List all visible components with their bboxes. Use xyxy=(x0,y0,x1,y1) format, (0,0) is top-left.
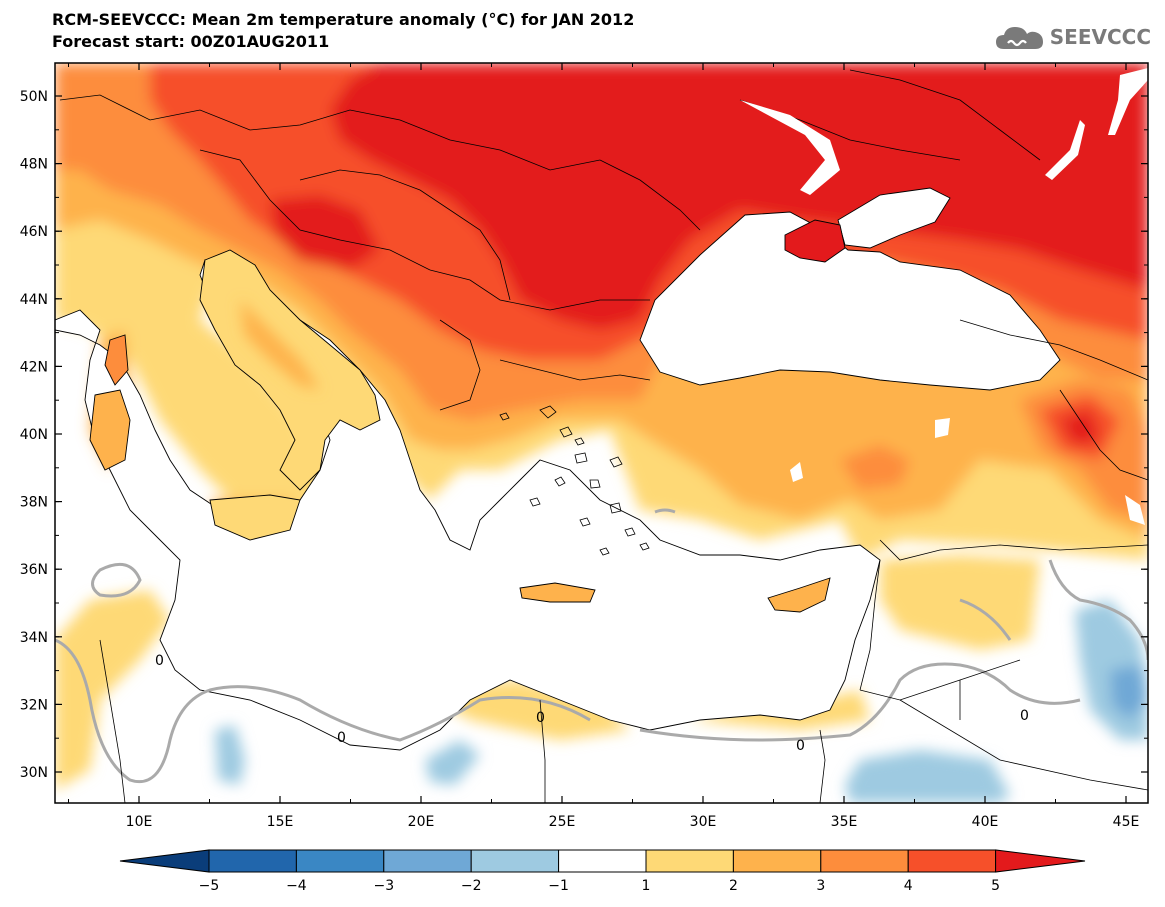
lon-label: 30E xyxy=(690,814,717,830)
lat-label: 36N xyxy=(20,562,48,578)
colorbar-label: −1 xyxy=(548,878,569,894)
lat-label: 32N xyxy=(20,697,48,713)
colorbar-segment xyxy=(383,849,472,873)
colorbar-segment xyxy=(295,849,385,873)
seevccc-logo: SEEVCCC xyxy=(994,22,1151,52)
lon-label: 35E xyxy=(831,814,858,830)
mediterranean-sea xyxy=(55,259,881,751)
colorbar-label: 5 xyxy=(991,878,1000,894)
lat-label: 42N xyxy=(20,359,48,375)
colorbar-label: 4 xyxy=(904,878,913,894)
lon-label: 15E xyxy=(267,814,294,830)
latitude-axis: 50N 48N 46N 44N 42N 40N 38N 36N 34N 32N 30N xyxy=(20,89,1148,781)
cyprus-island xyxy=(767,577,831,613)
lon-label: 40E xyxy=(972,814,999,830)
colorbar-segment xyxy=(995,849,1086,873)
lon-label: 10E xyxy=(126,814,153,830)
colorbar-segment xyxy=(732,849,822,873)
colorbar-label: 3 xyxy=(816,878,825,894)
logo-text: SEEVCCC xyxy=(1049,25,1151,49)
aegean-islands xyxy=(499,405,650,556)
lon-label: 45E xyxy=(1113,814,1140,830)
colorbar-label: 2 xyxy=(729,878,738,894)
contour-label: 0 xyxy=(536,710,545,726)
anomaly-fields xyxy=(55,63,1148,803)
map-title: RCM-SEEVCCC: Mean 2m temperature anomaly… xyxy=(52,10,635,29)
colorbar-label: −3 xyxy=(373,878,394,894)
lat-label: 40N xyxy=(20,427,48,443)
colorbar-segment xyxy=(907,849,997,873)
colorbar: −5 −4 −3 −2 −1 1 2 3 4 5 xyxy=(119,849,1086,894)
corsica-island xyxy=(104,334,129,386)
colorbar-label: −5 xyxy=(199,878,220,894)
country-borders xyxy=(59,69,1148,803)
forecast-start-label: Forecast start: 00Z01AUG2011 xyxy=(52,32,330,51)
contour-label: 0 xyxy=(796,738,805,754)
colorbar-segment xyxy=(470,849,560,873)
lat-label: 50N xyxy=(20,89,48,105)
colorbar-segment xyxy=(119,849,210,873)
lat-label: 48N xyxy=(20,157,48,173)
colorbar-label: −4 xyxy=(286,878,307,894)
cloud-logo-icon xyxy=(995,27,1043,49)
lon-label: 20E xyxy=(408,814,435,830)
crimea-peninsula xyxy=(784,219,846,263)
longitude-axis: 10E 15E 20E 25E 30E 35E 40E 45E xyxy=(68,63,1140,830)
contour-labels: 0 0 0 0 0 xyxy=(155,653,1029,754)
colorbar-segment xyxy=(820,849,909,873)
black-sea xyxy=(639,211,1061,391)
lon-label: 25E xyxy=(549,814,576,830)
lat-label: 38N xyxy=(20,495,48,511)
sea-of-azov xyxy=(837,187,951,249)
colorbar-label: 1 xyxy=(642,878,651,894)
sicily-island xyxy=(209,494,301,541)
map-plot-area: 0 0 0 0 0 xyxy=(55,63,1148,803)
sea-areas xyxy=(55,187,1061,751)
colorbar-segment xyxy=(558,849,647,873)
colorbar-label: −2 xyxy=(461,878,482,894)
colorbar-segment xyxy=(208,849,297,873)
crete-island xyxy=(519,582,596,603)
lat-label: 30N xyxy=(20,765,48,781)
lat-label: 46N xyxy=(20,224,48,240)
map-frame xyxy=(54,62,1149,804)
sardinia-island xyxy=(89,389,131,471)
contour-label: 0 xyxy=(337,730,346,746)
contour-label: 0 xyxy=(155,653,164,669)
lat-label: 34N xyxy=(20,630,48,646)
lat-label: 44N xyxy=(20,292,48,308)
contour-label: 0 xyxy=(1020,708,1029,724)
colorbar-segment xyxy=(645,849,734,873)
zero-contours xyxy=(55,508,1148,783)
